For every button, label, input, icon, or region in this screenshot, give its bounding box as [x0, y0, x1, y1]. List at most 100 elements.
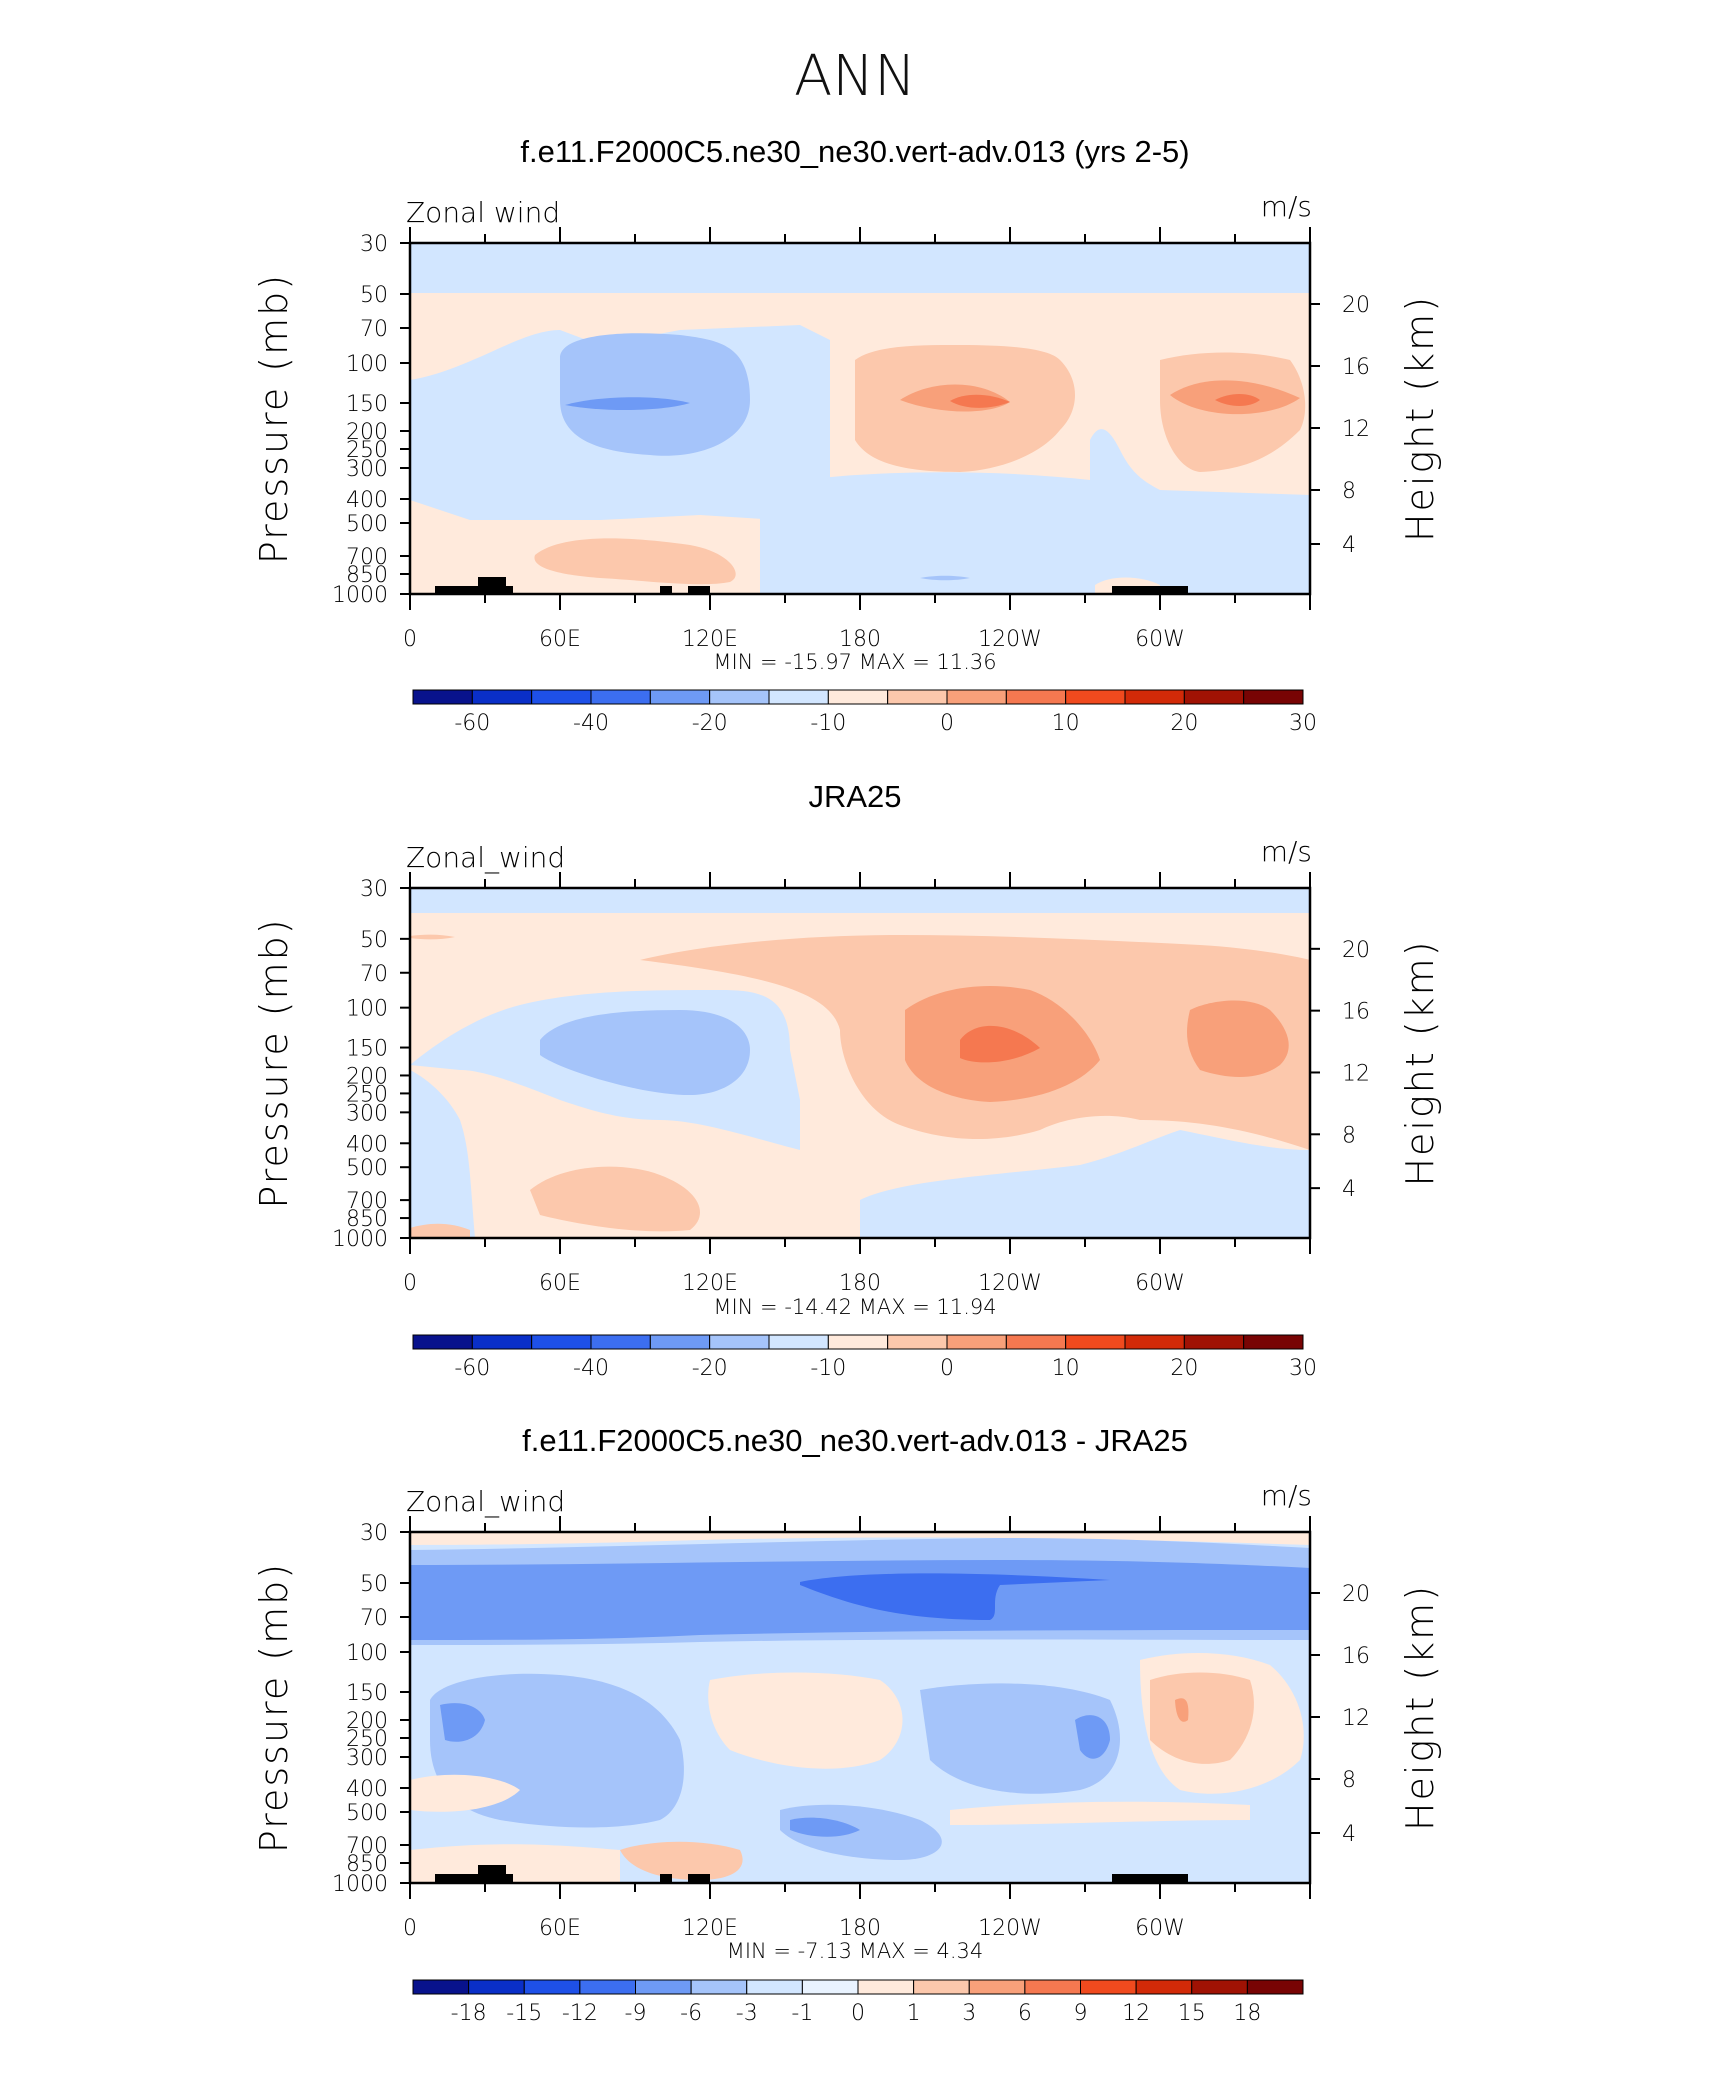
small-easterly-patch	[920, 575, 970, 581]
pressure-tick-label: 100	[346, 1641, 388, 1666]
pressure-tick-label: 100	[346, 997, 388, 1022]
height-tick-label: 16	[1342, 1000, 1370, 1025]
topography	[688, 1874, 710, 1883]
colorbar-swatch	[471, 689, 533, 705]
pressure-tick-label: 700	[346, 1189, 388, 1214]
pressure-tick-label: 500	[346, 1801, 388, 1826]
lon-tick-label: 60W	[1135, 627, 1185, 652]
colorbar-swatch	[746, 1979, 803, 1995]
min-max-text: MIN = -15.97 MAX = 11.36	[713, 650, 996, 674]
mid-positive-east	[1150, 1672, 1254, 1764]
lon-tick-label: 180	[839, 1916, 881, 1941]
lon-tick-label: 120W	[978, 1916, 1042, 1941]
colorbar-swatch	[857, 1979, 915, 1995]
panel-title: f.e11.F2000C5.ne30_ne30.vert-adv.013 - J…	[522, 1423, 1188, 1458]
pressure-tick-label: 30	[360, 232, 388, 257]
colorbar-swatch	[1065, 1334, 1126, 1350]
colorbar-swatch	[709, 689, 770, 705]
mid-negative-east	[920, 1683, 1120, 1794]
colorbar-swatch	[709, 1334, 770, 1350]
lon-tick-label: 120E	[682, 627, 738, 652]
colorbar-label: 0	[851, 2001, 865, 2026]
colorbar-swatch	[1243, 689, 1304, 705]
colorbar: -60 -40 -20 -10 0 10 20 30	[412, 689, 1317, 736]
colorbar-swatch	[468, 1979, 525, 1995]
lon-tick-label: 0	[403, 627, 417, 652]
colorbar-swatch	[590, 1334, 651, 1350]
colorbar-label: -3	[736, 2001, 758, 2026]
colorbar-swatch	[649, 689, 711, 705]
colorbar-label: 10	[1052, 711, 1080, 736]
height-tick-label: 20	[1342, 938, 1370, 963]
colorbar-swatch	[801, 1979, 859, 1995]
colorbar-swatch	[1005, 689, 1067, 705]
panel-model: f.e11.F2000C5.ne30_ne30.vert-adv.013 (yr…	[252, 134, 1442, 736]
lon-tick-label: 0	[403, 1916, 417, 1941]
height-tick-label: 12	[1342, 1706, 1370, 1731]
lon-tick-label: 60E	[539, 627, 581, 652]
colorbar-swatch	[412, 1334, 473, 1350]
colorbar-swatch	[1246, 1979, 1304, 1995]
pressure-tick-label: 400	[346, 1132, 388, 1157]
pressure-tick-label: 1000	[332, 1227, 388, 1252]
colorbar-swatch	[690, 1979, 748, 1995]
colorbar-swatch	[523, 1979, 581, 1995]
right-axis-title: Height (km)	[1398, 1584, 1442, 1831]
lower-negative-core	[790, 1817, 860, 1837]
colorbar-swatch	[531, 689, 592, 705]
height-tick-label: 4	[1342, 533, 1356, 558]
variable-label: Zonal wind	[406, 196, 560, 229]
colorbar-label: -60	[454, 1356, 490, 1381]
units-label: m/s	[1261, 1479, 1312, 1512]
pressure-tick-label: 700	[346, 1834, 388, 1859]
pressure-tick-label: 200	[346, 1709, 388, 1734]
topography	[1112, 586, 1188, 594]
colorbar: -60 -40 -20 -10 0 10 20 30	[412, 1334, 1317, 1381]
pressure-tick-label: 150	[346, 1037, 388, 1062]
height-tick-label: 12	[1342, 417, 1370, 442]
colorbar-label: 1	[907, 2001, 921, 2026]
pressure-tick-label: 300	[346, 1746, 388, 1771]
pressure-tick-label: 300	[346, 1101, 388, 1126]
figure-title: ANN	[794, 44, 916, 109]
height-tick-label: 8	[1342, 1123, 1356, 1148]
colorbar-swatch	[635, 1979, 692, 1995]
colorbar-swatch	[1243, 1334, 1304, 1350]
colorbar-swatch	[768, 1334, 829, 1350]
easterly-region-east	[860, 1130, 1310, 1238]
pressure-tick-label: 200	[346, 1064, 388, 1089]
pressure-tick-label: 850	[346, 563, 388, 588]
colorbar-swatch	[412, 1979, 470, 1995]
min-max-text: MIN = -14.42 MAX = 11.94	[713, 1295, 996, 1319]
colorbar-swatch	[827, 689, 889, 705]
colorbar-label: -20	[692, 1356, 728, 1381]
bottom-positive-west	[410, 1844, 620, 1883]
contour-field	[410, 1532, 1310, 1883]
height-tick-label: 16	[1342, 355, 1370, 380]
lon-tick-label: 60W	[1135, 1916, 1185, 1941]
upper-negative-core	[800, 1573, 1110, 1620]
pressure-tick-label: 150	[346, 392, 388, 417]
topography	[478, 577, 506, 594]
easterly-core-inner	[565, 397, 690, 411]
westerly-jet-mid-east	[1187, 1000, 1289, 1077]
pressure-tick-label: 400	[346, 488, 388, 513]
lower-positive-west	[410, 1774, 520, 1812]
colorbar-swatch	[1024, 1979, 1081, 1995]
topography	[660, 586, 672, 594]
lon-tick-label: 180	[839, 627, 881, 652]
colorbar-swatch	[471, 1334, 533, 1350]
colorbar-label: 0	[940, 711, 954, 736]
colorbar-label: 12	[1122, 2001, 1150, 2026]
colorbar-swatch	[827, 1334, 889, 1350]
upper-westerly-patch	[410, 934, 455, 940]
colorbar-label: 9	[1074, 2001, 1088, 2026]
topography	[660, 1874, 672, 1883]
units-label: m/s	[1261, 190, 1312, 223]
colorbar-swatch	[887, 1334, 948, 1350]
westerly-jet-core-a	[950, 394, 1010, 408]
lower-westerly-core	[530, 1166, 700, 1232]
panel-title: f.e11.F2000C5.ne30_ne30.vert-adv.013 (yr…	[520, 134, 1189, 169]
colorbar-label: -40	[573, 711, 609, 736]
left-axis-title: Pressure (mb)	[252, 917, 296, 1208]
